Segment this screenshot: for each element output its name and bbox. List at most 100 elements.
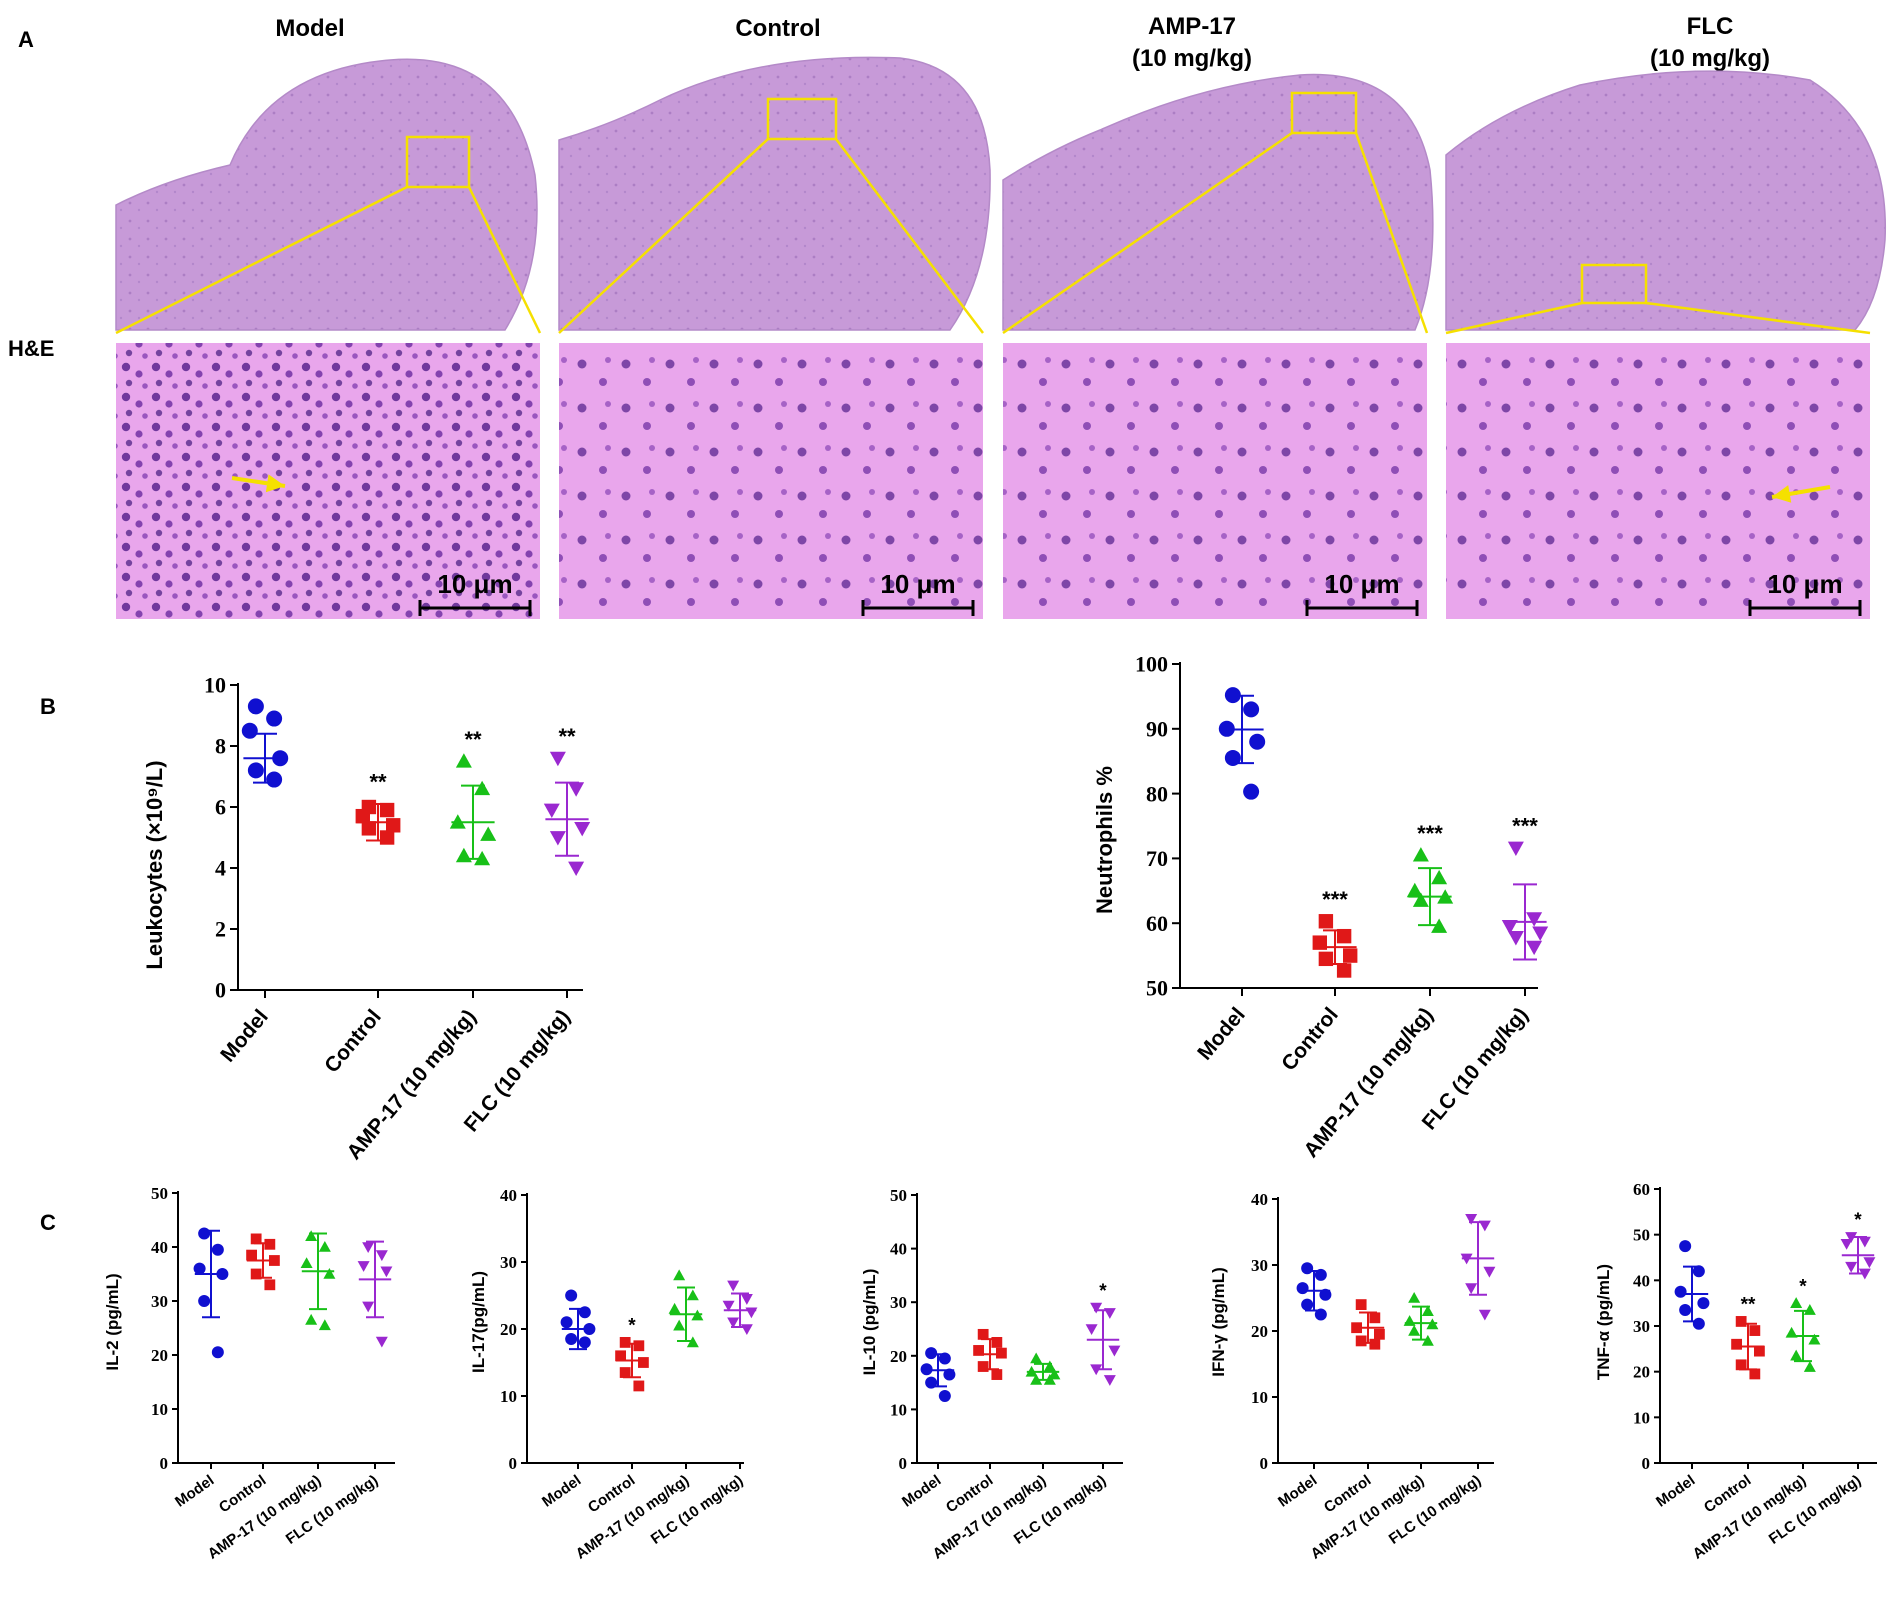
data-point: [943, 1368, 956, 1381]
y-tick-label: 30: [151, 1292, 168, 1311]
y-tick-label: 8: [215, 734, 226, 759]
data-point: [638, 1357, 649, 1368]
y-tick-label: 30: [890, 1293, 907, 1312]
zoom-box: [1290, 91, 1358, 135]
zoom-box: [766, 97, 838, 141]
data-point: [264, 1238, 276, 1250]
series-2: **: [1731, 1295, 1765, 1380]
x-tick-label: Model: [899, 1472, 944, 1511]
data-point: [1803, 1304, 1816, 1315]
zoom-box: [1580, 263, 1648, 305]
data-point: [480, 826, 497, 841]
data-point: [619, 1337, 631, 1348]
series-1: [920, 1347, 956, 1402]
data-point: [474, 780, 491, 796]
significance-label: *: [1099, 1281, 1107, 1302]
data-point: [938, 1390, 951, 1402]
y-tick-label: 60: [1146, 911, 1168, 936]
data-point: [977, 1361, 989, 1372]
series-2: [1351, 1299, 1385, 1350]
data-point: [745, 1307, 758, 1319]
panel-label-a: A: [18, 27, 34, 52]
y-tick-label: 4: [215, 856, 226, 881]
histology-column-2: Control 10 μm: [558, 15, 991, 619]
data-point: [247, 698, 264, 715]
y-tick-label: 0: [215, 978, 226, 1003]
data-point: [323, 1268, 336, 1279]
data-point: [1845, 1261, 1858, 1273]
data-point: [1249, 733, 1266, 750]
series-4: [357, 1240, 393, 1348]
data-point: [1483, 1266, 1496, 1278]
y-axis-label: IFN-γ (pg/mL): [1209, 1267, 1228, 1377]
data-point: [1355, 1335, 1367, 1347]
series-3: ***: [1406, 821, 1454, 933]
y-tick-label: 10: [1251, 1388, 1268, 1407]
x-tick-label: Control: [1277, 1003, 1343, 1075]
histology-title: (10 mg/kg): [1132, 45, 1252, 72]
y-tick-label: 10: [204, 673, 226, 698]
data-point: [357, 1261, 370, 1272]
data-point: [1048, 1368, 1061, 1380]
y-axis-label: TNF-α (pg/mL): [1594, 1264, 1613, 1380]
data-point: [211, 1346, 224, 1359]
y-axis-label: IL-10 (pg/mL): [860, 1269, 879, 1376]
y-tick-label: 0: [899, 1454, 908, 1473]
scale-bar-label: 10 μm: [1767, 569, 1842, 599]
x-tick-label: Model: [1193, 1003, 1250, 1064]
y-tick-label: 20: [1633, 1363, 1650, 1382]
y-tick-label: 6: [215, 795, 226, 820]
data-point: [1526, 912, 1543, 927]
y-tick-label: 90: [1146, 717, 1168, 742]
x-tick-label: FLC (10 mg/kg): [1766, 1472, 1865, 1548]
series-1: [1296, 1262, 1332, 1321]
y-tick-label: 30: [1251, 1256, 1268, 1275]
zoom-line-right: [1645, 301, 1871, 335]
data-point: [1465, 1214, 1478, 1225]
data-point: [1412, 847, 1429, 862]
data-point: [1735, 1316, 1747, 1327]
data-point: [1243, 783, 1260, 800]
scale-bar-label: 10 μm: [437, 569, 512, 599]
data-point: [574, 821, 591, 837]
data-point: [1749, 1325, 1761, 1336]
data-point: [318, 1241, 331, 1252]
data-point: [1406, 882, 1423, 898]
y-tick-label: 50: [1633, 1226, 1650, 1245]
data-point: [362, 1301, 375, 1313]
significance-label: **: [1741, 1295, 1756, 1316]
data-point: [1301, 1262, 1314, 1275]
data-point: [1532, 926, 1549, 941]
histology-title: (10 mg/kg): [1650, 45, 1770, 72]
data-point: [727, 1280, 740, 1292]
data-point: [543, 803, 560, 819]
series-1: [241, 698, 289, 788]
y-tick-label: 40: [151, 1238, 168, 1257]
y-tick-label: 40: [500, 1186, 517, 1205]
data-point: [615, 1350, 626, 1362]
significance-label: *: [1854, 1210, 1862, 1231]
data-point: [305, 1313, 318, 1325]
series-3: *: [1785, 1276, 1821, 1372]
y-tick-label: 0: [1260, 1454, 1269, 1473]
series-4: [1460, 1214, 1496, 1321]
data-point: [1412, 892, 1429, 907]
scale-bar-label: 10 μm: [1324, 569, 1399, 599]
series-1: [193, 1227, 229, 1359]
data-point: [247, 762, 264, 779]
data-point: [1431, 869, 1448, 885]
data-point: [1090, 1302, 1103, 1314]
data-point: [355, 808, 370, 824]
zoom-line-left: [1445, 301, 1583, 335]
zoom-nuclei: [1446, 343, 1870, 619]
zoom-line-right: [1354, 132, 1429, 334]
data-point: [977, 1328, 989, 1340]
significance-label: ***: [1512, 814, 1538, 839]
panel-label-c: C: [40, 1210, 56, 1235]
y-axis-label: IL-2 (pg/mL): [103, 1273, 122, 1370]
data-point: [1679, 1240, 1692, 1253]
histology-title: Control: [735, 15, 820, 42]
significance-label: *: [628, 1316, 636, 1337]
data-point: [633, 1340, 645, 1352]
data-point: [455, 753, 472, 768]
